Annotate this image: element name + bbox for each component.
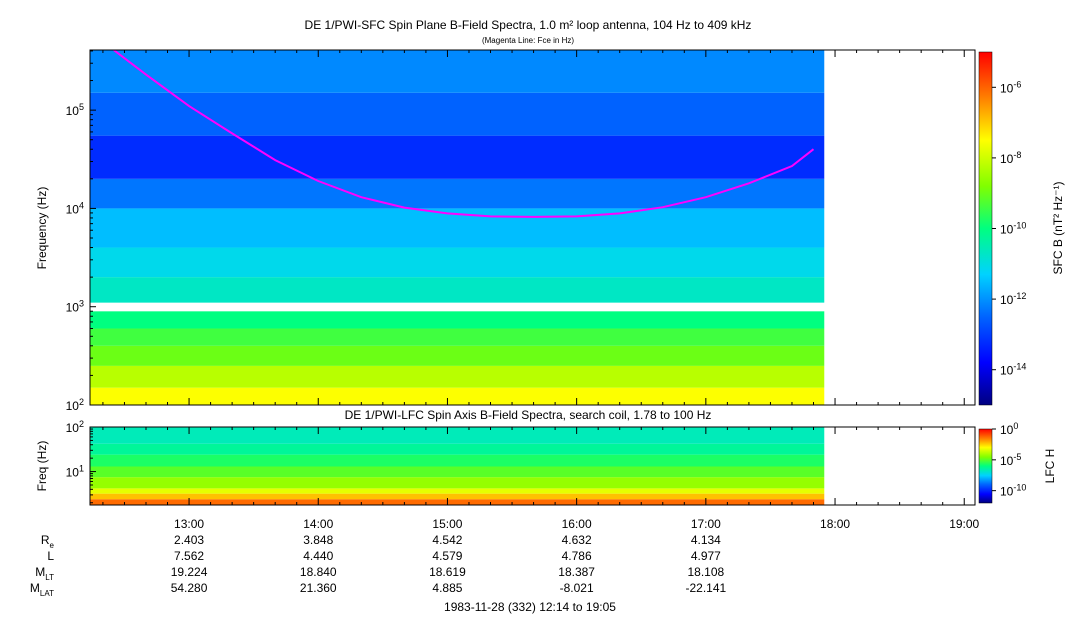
ephemeris-table: Re 2.403 3.848 4.542 4.632 4.134 L 7.562 4.440 4.… bbox=[30, 533, 727, 598]
ephemeris-value: 7.562 bbox=[174, 549, 204, 563]
sfc-band bbox=[90, 345, 825, 366]
sfc-plot: 102 103 104 105 Frequency (Hz) bbox=[35, 49, 976, 413]
sfc-y-tick-label: 102 bbox=[66, 397, 84, 413]
time-tick-label: 16:00 bbox=[562, 517, 592, 531]
sfc-band bbox=[90, 387, 825, 405]
lfc-colorbar-label: LFC H bbox=[1043, 449, 1057, 484]
sfc-band bbox=[90, 178, 825, 209]
sfc-band bbox=[90, 328, 825, 346]
lfc-y-tick-label: 102 bbox=[66, 419, 84, 435]
lfc-band bbox=[90, 443, 825, 455]
sfc-band bbox=[90, 92, 825, 136]
sfc-colorbar-tick-label: 10-8 bbox=[1000, 150, 1021, 166]
sfc-x-ticks bbox=[102, 50, 965, 405]
ephemeris-value: 3.848 bbox=[303, 533, 333, 547]
ephemeris-value: 4.134 bbox=[691, 533, 721, 547]
sfc-band bbox=[90, 277, 825, 303]
ephemeris-value: 4.786 bbox=[562, 549, 592, 563]
ephemeris-value: 21.360 bbox=[300, 581, 337, 595]
ephemeris-value: 18.619 bbox=[429, 565, 466, 579]
sfc-band bbox=[90, 135, 825, 179]
sfc-colorbar-tick-label: 10-12 bbox=[1000, 291, 1026, 307]
lfc-colorbar-tick-label: 10-10 bbox=[1000, 483, 1026, 499]
sfc-title: DE 1/PWI-SFC Spin Plane B-Field Spectra,… bbox=[305, 18, 752, 32]
lfc-y-axis-label: Freq (Hz) bbox=[35, 441, 49, 492]
ephemeris-value: 18.108 bbox=[687, 565, 724, 579]
sfc-y-tick-label: 103 bbox=[66, 299, 84, 315]
lfc-band bbox=[90, 488, 825, 494]
ephemeris-value: 2.403 bbox=[174, 533, 204, 547]
lfc-colorbar: 10-10 10-5 100 LFC H bbox=[978, 421, 1057, 504]
sfc-band bbox=[90, 302, 825, 312]
ephemeris-value: 18.387 bbox=[558, 565, 595, 579]
sfc-plot-frame bbox=[89, 49, 976, 406]
sfc-colorbar-ticks: 10-14 10-12 10-10 10-8 10-6 bbox=[992, 79, 1026, 378]
sfc-colorbar-tick-label: 10-6 bbox=[1000, 79, 1021, 95]
lfc-y-ticks: 101 102 bbox=[66, 419, 96, 504]
lfc-band bbox=[90, 427, 825, 444]
time-tick-label: 18:00 bbox=[820, 517, 850, 531]
time-tick-label: 17:00 bbox=[691, 517, 721, 531]
lfc-colorbar-tick-label: 10-5 bbox=[1000, 452, 1021, 468]
sfc-band bbox=[90, 365, 825, 388]
ephemeris-value: 18.840 bbox=[300, 565, 337, 579]
lfc-plot: 101 102 13:00 14:00 15:00 16:00 17:00 18:00 19:… bbox=[35, 419, 980, 531]
sfc-band bbox=[90, 50, 825, 93]
lfc-band bbox=[90, 499, 825, 505]
time-tick-label: 15:00 bbox=[432, 517, 462, 531]
sfc-subtitle: (Magenta Line: Fce in Hz) bbox=[482, 36, 574, 45]
footer-time-range: 1983-11-28 (332) 12:14 to 19:05 bbox=[444, 600, 616, 614]
lfc-title: DE 1/PWI-LFC Spin Axis B-Field Spectra, … bbox=[345, 408, 712, 422]
lfc-band bbox=[90, 454, 825, 467]
ephemeris-value: 54.280 bbox=[171, 581, 208, 595]
ephemeris-value: 4.579 bbox=[432, 549, 462, 563]
lfc-plot-frame bbox=[89, 426, 976, 506]
sfc-colorbar: 10-14 10-12 10-10 10-8 10-6 SFC B (nT² Hz⁻¹) bbox=[978, 51, 1065, 406]
ephemeris-value: -22.141 bbox=[685, 581, 726, 595]
sfc-y-ticks: 102 103 104 105 bbox=[66, 50, 96, 413]
time-tick-label: 19:00 bbox=[949, 517, 979, 531]
ephemeris-value: 4.542 bbox=[432, 533, 462, 547]
time-axis-ticks: 13:00 14:00 15:00 16:00 17:00 18:00 19:00 bbox=[102, 427, 980, 531]
ephemeris-value: 4.885 bbox=[432, 581, 462, 595]
fce-line bbox=[113, 50, 815, 218]
ephemeris-row-label: MLT bbox=[35, 565, 54, 582]
sfc-colorbar-tick-label: 10-14 bbox=[1000, 362, 1026, 378]
sfc-heatmap bbox=[90, 50, 825, 405]
lfc-band bbox=[90, 466, 825, 478]
time-tick-label: 14:00 bbox=[303, 517, 333, 531]
sfc-y-axis-label: Frequency (Hz) bbox=[35, 187, 49, 270]
ephemeris-value: 4.632 bbox=[562, 533, 592, 547]
sfc-band bbox=[90, 311, 825, 329]
sfc-colorbar-gradient bbox=[978, 51, 993, 406]
lfc-colorbar-ticks: 10-10 10-5 100 bbox=[992, 421, 1026, 499]
lfc-y-tick-label: 101 bbox=[66, 464, 84, 480]
lfc-band bbox=[90, 477, 825, 489]
sfc-band bbox=[90, 247, 825, 278]
ephemeris-row-label: L bbox=[47, 549, 54, 563]
sfc-y-tick-label: 105 bbox=[66, 102, 84, 118]
sfc-colorbar-label: SFC B (nT² Hz⁻¹) bbox=[1051, 182, 1065, 275]
time-tick-label: 13:00 bbox=[174, 517, 204, 531]
sfc-y-tick-label: 104 bbox=[66, 200, 84, 216]
ephemeris-value: 19.224 bbox=[171, 565, 208, 579]
lfc-colorbar-gradient bbox=[978, 428, 993, 504]
ephemeris-value: 4.977 bbox=[691, 549, 721, 563]
lfc-heatmap bbox=[90, 427, 825, 505]
sfc-colorbar-tick-label: 10-10 bbox=[1000, 221, 1026, 237]
lfc-colorbar-tick-label: 100 bbox=[1000, 421, 1018, 437]
ephemeris-row-label: MLAT bbox=[30, 581, 54, 598]
lfc-band bbox=[90, 493, 825, 500]
ephemeris-value: -8.021 bbox=[560, 581, 594, 595]
ephemeris-value: 4.440 bbox=[303, 549, 333, 563]
ephemeris-row-label: Re bbox=[41, 533, 55, 550]
